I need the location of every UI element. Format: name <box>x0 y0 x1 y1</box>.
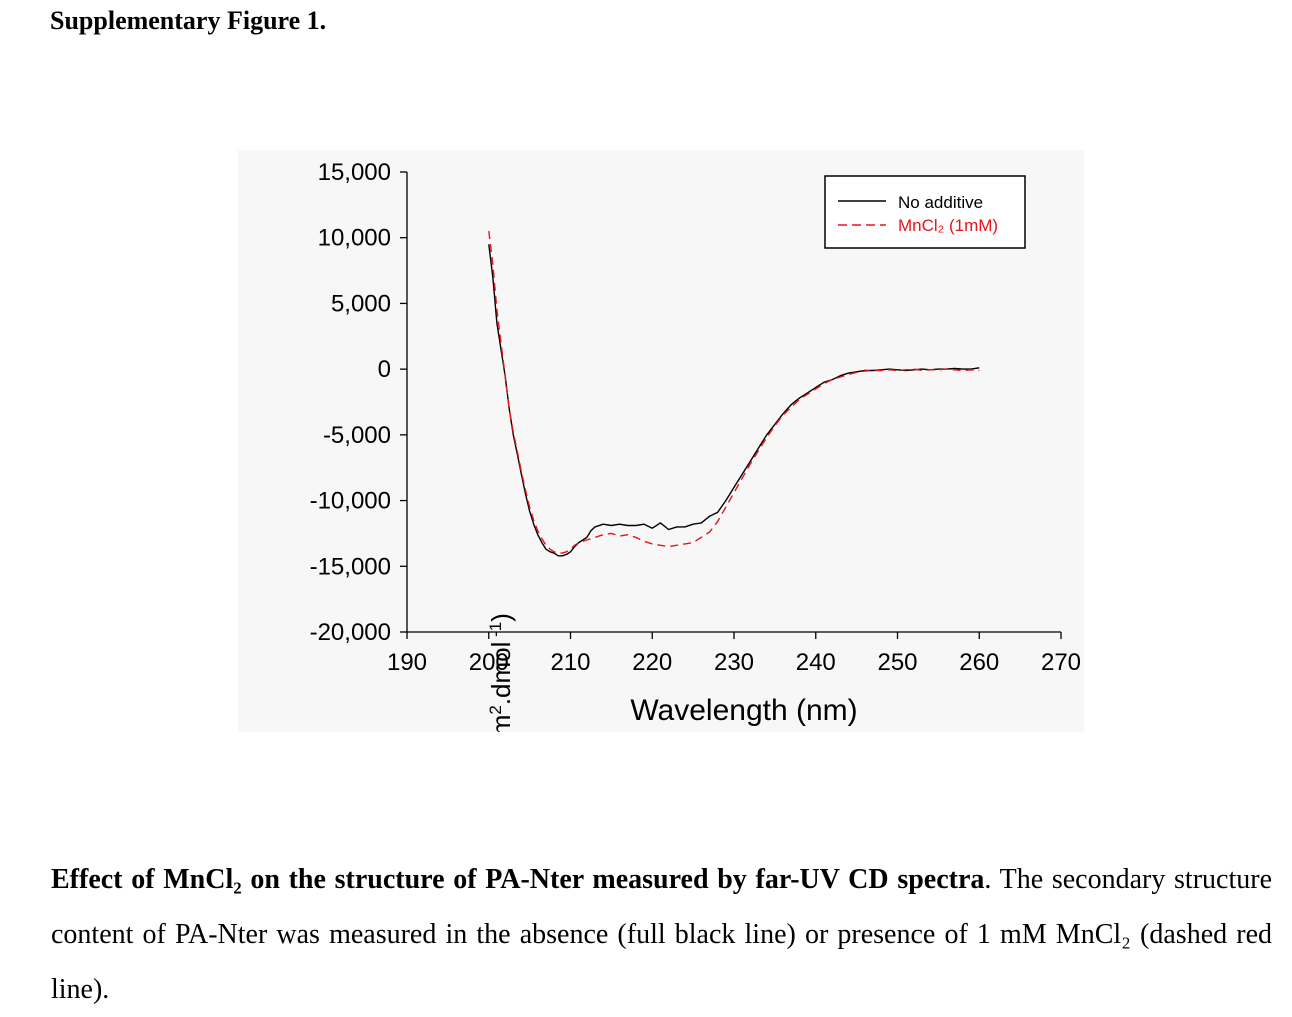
legend-label-mncl2: MnCl₂ (1mM) <box>898 216 998 235</box>
y-tick-label: -15,000 <box>310 553 391 580</box>
y-tick-label: 10,000 <box>318 225 391 252</box>
y-tick-label: 5,000 <box>331 290 391 317</box>
legend: No additive MnCl₂ (1mM) <box>824 175 1026 249</box>
x-tick-label: 240 <box>796 649 836 676</box>
caption-bold: Effect of MnCl₂ on the structure of PA-N… <box>51 864 985 895</box>
series-layer <box>488 231 980 557</box>
x-tick-label: 190 <box>387 649 427 676</box>
y-tick-label: -10,000 <box>310 488 391 515</box>
figure-heading: Supplementary Figure 1. <box>50 6 327 35</box>
series-line-mncl2 <box>488 231 980 554</box>
x-axis-label: Wavelength (nm) <box>630 694 857 727</box>
x-tick-label: 250 <box>877 649 917 676</box>
x-tick-label: 210 <box>550 649 590 676</box>
x-tick-label: 230 <box>714 649 754 676</box>
y-axis-label: Ellipticity (deg.cm2.dmol -1) <box>486 613 517 732</box>
figure-caption: Effect of MnCl₂ on the structure of PA-N… <box>51 852 1272 1017</box>
x-tick-label: 200 <box>469 649 509 676</box>
y-tick-label: 15,000 <box>318 159 391 186</box>
y-tick-label: 0 <box>378 356 391 383</box>
x-tick-label: 270 <box>1041 649 1081 676</box>
x-tick-label: 220 <box>632 649 672 676</box>
legend-box <box>824 175 1026 249</box>
chart-svg: 15,000 10,000 5,000 0 -5,000 -10,000 -15,000 -2… <box>238 150 1084 732</box>
axes-layer: 15,000 10,000 5,000 0 -5,000 -10,000 -15,000 -2… <box>310 159 1081 676</box>
x-tick-label: 260 <box>959 649 999 676</box>
caption-rest: . The secondary structure content of PA-… <box>51 864 1272 1005</box>
cd-spectra-chart: 15,000 10,000 5,000 0 -5,000 -10,000 -15,000 -2… <box>238 150 1084 732</box>
y-tick-label: -20,000 <box>310 619 391 646</box>
legend-label-no-additive: No additive <box>898 193 983 212</box>
y-tick-label: -5,000 <box>323 422 391 449</box>
